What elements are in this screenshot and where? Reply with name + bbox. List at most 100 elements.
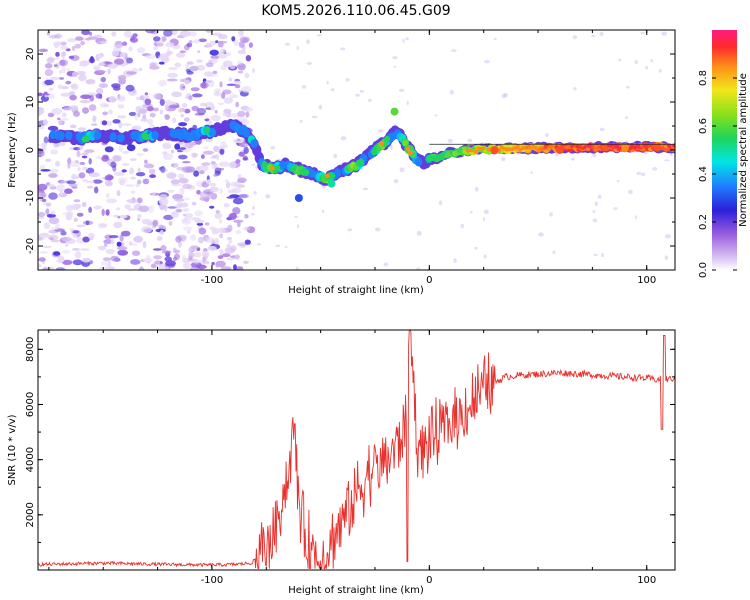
noise-speckle (175, 236, 182, 243)
noise-speckle (194, 210, 204, 217)
noise-speckle (402, 38, 405, 43)
snr-panel: -100 0 100 2000 4000 6000 8000 Height of stra… (7, 329, 676, 596)
noise-speckle (38, 216, 45, 220)
noise-speckle (118, 121, 123, 129)
noise-speckle (88, 206, 92, 213)
noise-speckle (190, 87, 200, 92)
noise-speckle (128, 243, 138, 246)
noise-speckle (205, 30, 213, 33)
noise-speckle (229, 245, 237, 252)
noise-speckle (75, 70, 86, 76)
noise-speckle (78, 74, 87, 82)
noise-speckle (143, 228, 152, 233)
y-tick-label: 4000 (25, 447, 36, 472)
noise-speckle (88, 172, 100, 178)
noise-speckle (211, 261, 215, 266)
noise-speckle (119, 234, 124, 242)
noise-speckle (118, 145, 124, 152)
noise-speckle (593, 253, 598, 257)
noise-speckle (392, 56, 398, 60)
noise-speckle (242, 38, 249, 44)
noise-speckle (132, 250, 141, 256)
noise-speckle (142, 178, 150, 185)
noise-speckle (105, 248, 115, 255)
noise-speckle (113, 86, 121, 91)
noise-speckle (483, 254, 487, 259)
y-tick-label: 2000 (25, 502, 36, 527)
ridge-blob (473, 149, 479, 154)
noise-speckle (190, 234, 196, 241)
noise-speckle (252, 205, 255, 210)
noise-speckle (100, 76, 107, 83)
noise-speckle (217, 227, 226, 234)
ridge-blob (208, 128, 217, 137)
noise-speckle (101, 120, 108, 126)
noise-speckle (175, 209, 182, 213)
noise-speckle (117, 95, 126, 102)
noise-speckle (149, 174, 157, 179)
noise-speckle (210, 161, 216, 165)
noise-speckle (75, 160, 79, 164)
noise-speckle (237, 70, 244, 74)
noise-speckle (242, 157, 249, 161)
ridge-peak (621, 143, 629, 152)
noise-speckle (306, 39, 310, 44)
noise-speckle (406, 100, 409, 106)
noise-speckle (256, 243, 262, 246)
noise-speckle (438, 200, 443, 206)
noise-speckle (284, 42, 291, 46)
noise-speckle (188, 40, 193, 44)
noise-speckle (104, 146, 114, 153)
noise-speckle (237, 242, 248, 247)
noise-speckle (39, 251, 48, 254)
noise-speckle (229, 161, 237, 169)
noise-speckle (156, 236, 163, 241)
y-tick-label: 0 (25, 147, 36, 153)
noise-speckle (43, 222, 51, 229)
noise-speckle (235, 101, 240, 108)
noise-speckle (134, 113, 139, 121)
colorbar-tick-label: 0.4 (698, 166, 709, 182)
noise-speckle (105, 120, 113, 127)
ridge-blob (65, 131, 73, 140)
noise-speckle (82, 166, 88, 171)
noise-speckle (239, 193, 249, 199)
noise-speckle (125, 84, 135, 92)
noise-speckle (60, 45, 69, 51)
noise-speckle (297, 224, 300, 229)
noise-speckle (597, 194, 602, 199)
noise-speckle (150, 124, 155, 128)
noise-speckle (573, 87, 577, 91)
noise-speckle (149, 112, 156, 118)
noise-speckle (302, 84, 306, 89)
noise-speckle (184, 143, 190, 148)
noise-speckle (229, 94, 238, 99)
noise-speckle (235, 229, 242, 235)
noise-speckle (219, 81, 223, 88)
noise-speckle (121, 123, 132, 126)
noise-speckle (42, 198, 47, 203)
noise-speckle (167, 189, 175, 193)
noise-speckle (530, 171, 533, 174)
noise-speckle (72, 233, 77, 238)
noise-speckle (664, 159, 670, 162)
noise-speckle (50, 239, 60, 243)
noise-speckle (98, 62, 106, 66)
noise-speckle (99, 102, 107, 108)
noise-speckle (233, 181, 240, 188)
noise-speckle (204, 260, 210, 265)
ridge-peak (327, 179, 336, 188)
noise-speckle (222, 60, 233, 68)
y-tick-label: 8000 (25, 337, 36, 362)
noise-speckle (44, 69, 54, 77)
ridge-blob (151, 130, 159, 140)
snr-x-label: Height of straight line (km) (288, 585, 424, 596)
noise-speckle (196, 64, 206, 71)
noise-speckle (42, 119, 48, 126)
noise-speckle (228, 240, 233, 244)
noise-speckle (219, 148, 225, 155)
noise-speckle (82, 107, 89, 114)
noise-speckle (38, 48, 48, 53)
noise-speckle (92, 115, 97, 123)
noise-speckle (126, 198, 138, 204)
